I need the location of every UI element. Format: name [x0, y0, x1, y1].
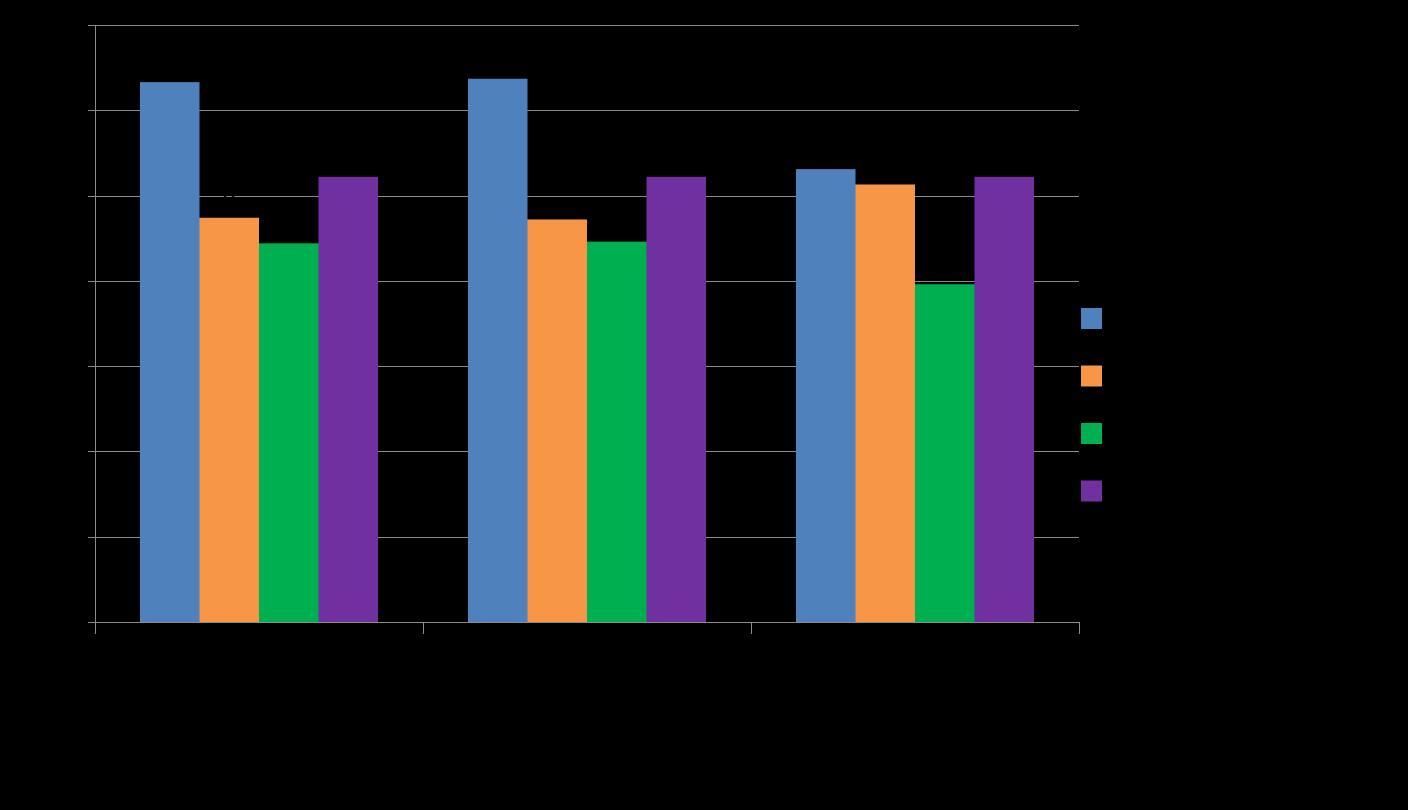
data-label: %: [606, 203, 627, 230]
bar-series-2-category-2: [527, 219, 587, 623]
legend-swatch-series-2: [1081, 365, 1102, 387]
legend-swatch-series-4: [1081, 480, 1102, 502]
bar-series-3-category-2: [587, 241, 647, 622]
axes: [88, 25, 1080, 634]
bar-series-1-category-1: [140, 82, 200, 623]
bar-series-1-category-3: [796, 169, 856, 622]
bar-series-4-category-1: [318, 176, 378, 622]
bar-series-3-category-3: [915, 284, 975, 622]
legend-swatch-series-3: [1081, 423, 1102, 444]
bar-series-1-category-2: [468, 78, 528, 623]
bar-series-2-category-3: [855, 184, 915, 622]
data-label: 5: [223, 179, 236, 206]
legend: [1081, 308, 1102, 502]
bar-series-2-category-1: [199, 217, 259, 622]
legend-swatch-series-1: [1081, 308, 1102, 329]
data-labels: 5% % 3%: [223, 138, 1015, 272]
data-label: %: [278, 204, 299, 231]
bar-series-4-category-2: [646, 176, 706, 622]
bar-series-3-category-1: [259, 243, 319, 622]
bars: [140, 78, 1034, 623]
data-label: 3: [938, 245, 951, 272]
data-label: %: [994, 138, 1015, 165]
bar-series-4-category-3: [974, 176, 1034, 622]
